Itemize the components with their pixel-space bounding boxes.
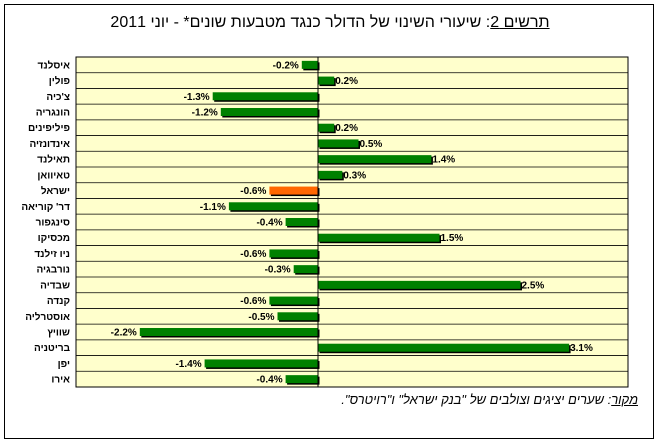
category-label: ישראל	[41, 185, 70, 197]
data-label: 0.2%	[335, 76, 358, 87]
category-label: פיליפינים	[28, 122, 70, 134]
bar	[318, 139, 359, 148]
category-label: מכסיקו	[38, 233, 70, 244]
bar	[318, 170, 343, 179]
bar	[139, 328, 318, 336]
category-label: אירו	[51, 375, 70, 386]
bar	[318, 343, 570, 352]
bar	[269, 186, 318, 195]
data-label: -1.4%	[175, 359, 201, 370]
bar	[301, 60, 318, 69]
data-label: 2.5%	[522, 280, 545, 291]
data-label: 0.2%	[335, 123, 358, 134]
category-label: אינדונזיה	[29, 139, 70, 150]
bar	[277, 312, 318, 321]
category-label: יפן	[58, 359, 70, 370]
source-note: מקור: שערים יציגים וצולבים של "בנק ישראל…	[341, 392, 638, 407]
bar	[318, 233, 440, 242]
bar	[212, 92, 318, 101]
category-label: שוויץ	[47, 328, 70, 339]
bar	[228, 202, 318, 211]
category-label: טאיוואן	[37, 170, 70, 181]
bar	[318, 123, 335, 132]
data-label: -0.3%	[265, 265, 291, 276]
data-label: -1.2%	[192, 108, 218, 119]
chart-title-lead: תרשים 2	[490, 14, 550, 31]
category-label: שבדיה	[40, 280, 70, 291]
value-labels: -0.2%0.2%-1.3%-1.2%0.2%0.5%1.4%0.3%-0.6%…	[111, 60, 593, 385]
data-label: -0.6%	[240, 186, 266, 197]
category-label: איסלנד	[38, 59, 71, 71]
bar	[204, 359, 318, 368]
category-label: ניו זילנד	[34, 248, 70, 260]
category-label: נורבגיה	[36, 265, 70, 276]
chart-title: תרשים 2: שיעורי השינוי של הדולר כנגד מטב…	[0, 14, 660, 32]
source-rest: : שערים יציגים וצולבים של "בנק ישראל" ו"…	[341, 392, 612, 407]
bars-group	[139, 60, 571, 385]
bar	[285, 375, 318, 384]
data-label: -0.5%	[248, 312, 274, 323]
data-label: 0.5%	[360, 139, 383, 150]
data-label: -1.3%	[184, 92, 210, 103]
category-label: פולין	[49, 75, 70, 87]
bar	[293, 265, 318, 274]
category-label: דר' קוריאה	[21, 202, 70, 213]
category-labels: איסלנד פולין צ'כיה הונגריה פיליפינים אינדונזי…	[21, 59, 70, 385]
category-label: אוסטרליה	[25, 311, 70, 323]
category-label: סינגפור	[36, 218, 70, 229]
data-label: 1.5%	[441, 233, 464, 244]
source-lead: מקור	[611, 392, 638, 407]
category-label: צ'כיה	[46, 92, 70, 103]
bar	[318, 155, 432, 164]
bar	[269, 296, 318, 305]
data-label: -0.6%	[240, 249, 266, 260]
data-label: -0.6%	[240, 296, 266, 307]
category-label: בריטניה	[34, 343, 71, 354]
bar	[269, 249, 318, 258]
bar	[318, 280, 521, 289]
chart-title-rest: : שיעורי השינוי של הדולר כנגד מטבעות שונ…	[110, 14, 491, 31]
data-label: -1.1%	[200, 202, 226, 213]
data-label: 3.1%	[570, 343, 593, 354]
bar	[220, 108, 318, 116]
data-label: -0.4%	[256, 218, 282, 229]
data-label: -0.4%	[256, 375, 282, 386]
bar	[285, 218, 318, 226]
category-label: תאילנד	[37, 154, 70, 166]
data-label: 1.4%	[432, 155, 455, 166]
grid-lines	[76, 72, 628, 372]
data-label: -2.2%	[111, 328, 137, 339]
data-label: -0.2%	[273, 60, 299, 71]
data-label: 0.3%	[343, 170, 366, 181]
bar	[318, 76, 335, 85]
category-label: הונגריה	[36, 108, 70, 119]
category-label: קנדה	[47, 296, 70, 307]
